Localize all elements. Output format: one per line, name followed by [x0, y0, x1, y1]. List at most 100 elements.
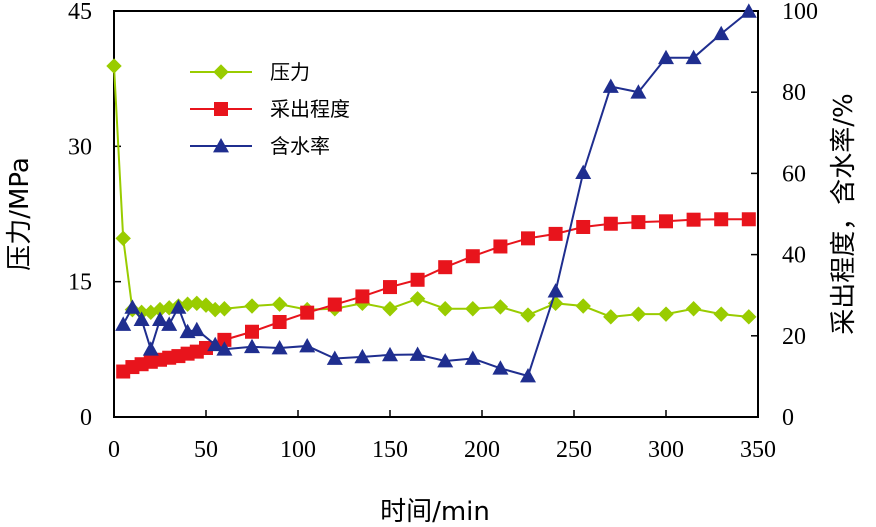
- data-point-含水率: [326, 350, 343, 365]
- x-axis-title: 时间/min: [380, 497, 490, 527]
- data-point-含水率: [547, 283, 564, 298]
- legend-label: 采出程度: [270, 97, 350, 121]
- data-point-含水率: [354, 348, 371, 364]
- y-axis-right: 0 20 40 60 80 100: [751, 0, 818, 431]
- x-tick-label: 200: [464, 437, 500, 463]
- x-axis: 0 50 100 150 200 250 300 350: [108, 410, 776, 463]
- x-tick-label: 100: [280, 437, 316, 463]
- data-point-含水率: [740, 3, 757, 18]
- data-point-采出程度: [410, 272, 425, 287]
- data-point-压力: [520, 307, 536, 323]
- y-left-tick-label: 45: [68, 0, 92, 25]
- legend-marker: [213, 64, 229, 80]
- series-压力: [106, 58, 757, 325]
- data-point-采出程度: [300, 305, 315, 320]
- data-point-压力: [216, 301, 233, 317]
- x-tick-label: 50: [194, 437, 218, 463]
- data-point-含水率: [658, 49, 674, 65]
- data-point-采出程度: [603, 216, 618, 231]
- data-point-含水率: [244, 338, 260, 354]
- data-point-含水率: [124, 299, 141, 314]
- data-point-含水率: [299, 337, 316, 353]
- data-point-采出程度: [327, 297, 342, 312]
- y-left-tick-label: 30: [68, 134, 92, 160]
- data-point-压力: [271, 296, 288, 312]
- data-point-含水率: [271, 339, 288, 355]
- data-point-含水率: [630, 84, 647, 99]
- series-line-含水率: [122, 10, 750, 378]
- data-point-采出程度: [355, 289, 370, 304]
- y-left-tick-label: 0: [80, 405, 92, 431]
- x-tick-label: 150: [372, 437, 408, 463]
- data-point-含水率: [409, 346, 426, 361]
- data-point-压力: [244, 298, 260, 314]
- data-point-采出程度: [548, 226, 563, 241]
- data-point-压力: [492, 299, 509, 315]
- data-point-含水率: [685, 49, 702, 65]
- legend-label: 含水率: [270, 134, 330, 158]
- data-point-采出程度: [272, 314, 287, 329]
- data-point-压力: [713, 306, 729, 322]
- data-point-含水率: [575, 164, 592, 179]
- legend-label: 压力: [270, 60, 310, 84]
- data-point-含水率: [161, 316, 178, 331]
- series-含水率: [115, 3, 757, 383]
- data-point-压力: [115, 230, 131, 247]
- data-point-含水率: [437, 352, 454, 368]
- data-point-压力: [382, 301, 398, 317]
- data-point-压力: [685, 301, 702, 317]
- data-point-含水率: [464, 350, 481, 365]
- plot-border: [113, 10, 759, 418]
- data-point-压力: [409, 291, 426, 307]
- data-point-采出程度: [631, 215, 646, 230]
- y-right-tick-label: 0: [782, 405, 794, 431]
- data-point-含水率: [602, 78, 619, 93]
- data-point-采出程度: [438, 260, 453, 275]
- data-point-压力: [630, 306, 647, 322]
- y-right-tick-label: 60: [782, 161, 806, 187]
- y-right-tick-label: 100: [782, 0, 818, 25]
- data-point-含水率: [216, 341, 233, 356]
- data-point-采出程度: [659, 214, 673, 229]
- legend-marker: [213, 138, 229, 153]
- y-right-tick-label: 20: [782, 324, 806, 350]
- data-point-采出程度: [576, 219, 591, 234]
- data-point-采出程度: [741, 212, 756, 227]
- series-line-压力: [113, 65, 749, 318]
- data-point-含水率: [382, 346, 398, 362]
- data-point-采出程度: [714, 212, 729, 227]
- data-point-含水率: [170, 299, 187, 314]
- data-point-含水率: [152, 311, 168, 326]
- data-point-含水率: [492, 360, 509, 375]
- data-point-含水率: [520, 367, 536, 383]
- data-point-采出程度: [686, 212, 701, 227]
- y-axis-left-title: 压力/MPa: [5, 157, 35, 271]
- data-point-采出程度: [521, 231, 535, 246]
- data-point-含水率: [188, 321, 205, 337]
- data-point-压力: [106, 58, 122, 74]
- legend-marker: [214, 102, 228, 116]
- data-point-压力: [658, 306, 674, 322]
- data-point-含水率: [713, 25, 730, 41]
- x-tick-label: 0: [108, 437, 120, 463]
- y-right-tick-label: 80: [782, 80, 806, 106]
- y-right-tick-label: 40: [782, 243, 806, 269]
- y-axis-left: 0 15 30 45: [68, 0, 121, 431]
- data-point-含水率: [142, 341, 159, 356]
- series-采出程度: [116, 212, 756, 379]
- data-point-采出程度: [383, 280, 397, 295]
- y-left-tick-label: 15: [68, 270, 92, 296]
- plot-frame: [113, 10, 759, 418]
- data-point-采出程度: [199, 340, 213, 355]
- data-point-采出程度: [493, 239, 508, 254]
- x-tick-label: 300: [648, 437, 684, 463]
- data-point-采出程度: [465, 249, 480, 264]
- data-point-压力: [465, 301, 481, 317]
- data-point-采出程度: [245, 324, 259, 339]
- x-tick-label: 250: [556, 437, 592, 463]
- x-tick-label: 350: [740, 437, 776, 463]
- data-point-压力: [603, 309, 619, 325]
- data-point-含水率: [133, 311, 150, 326]
